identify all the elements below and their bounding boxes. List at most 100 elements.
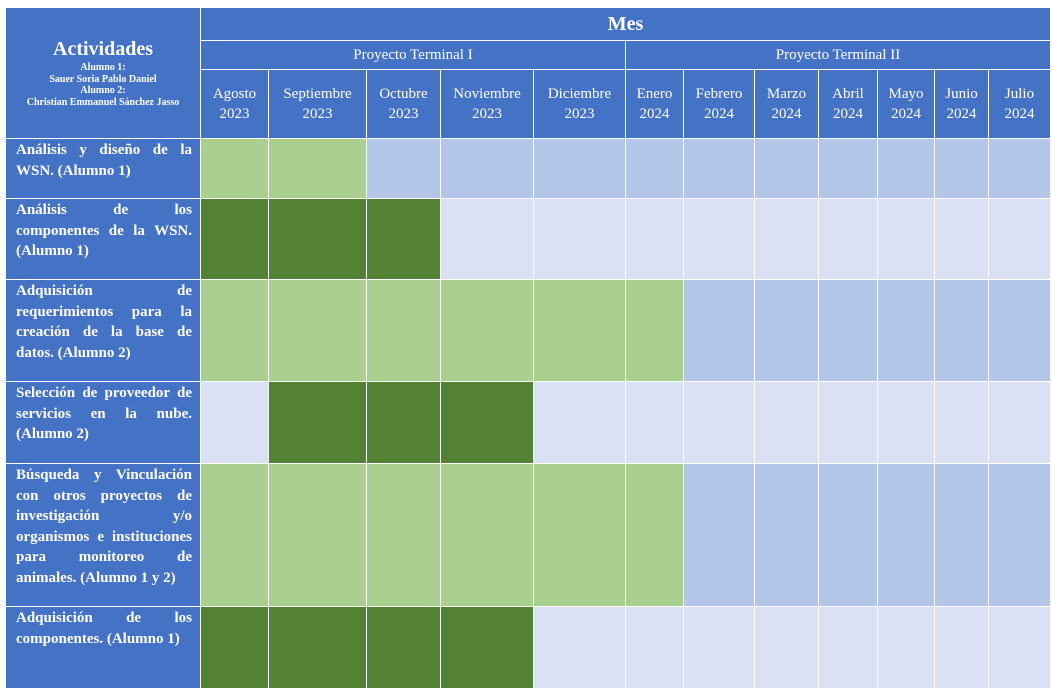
month-name: Noviembre <box>453 86 521 102</box>
schedule-cell-blue <box>684 280 754 381</box>
schedule-cell-blue <box>935 280 988 381</box>
schedule-cell-pale <box>626 199 683 279</box>
schedule-cell-pale <box>755 607 818 688</box>
month-label: Mayo 2024 <box>889 84 924 124</box>
month-cell: Junio 2024 <box>935 70 988 138</box>
schedule-cell-dark <box>201 607 268 688</box>
schedule-cell-pale <box>935 607 988 688</box>
schedule-cell-blue <box>819 139 877 198</box>
month-label: Diciembre 2023 <box>548 84 611 124</box>
schedule-cell-pale <box>819 382 877 463</box>
schedule-cell-pale <box>684 382 754 463</box>
month-year: 2023 <box>302 106 333 122</box>
schedule-cell-blue <box>684 139 754 198</box>
month-year: 2023 <box>219 106 250 122</box>
schedule-cell-light <box>441 280 533 381</box>
schedule-cell-blue <box>441 139 533 198</box>
schedule-cell-light <box>626 280 683 381</box>
schedule-cell-light <box>269 139 366 198</box>
schedule-cell-pale <box>441 199 533 279</box>
schedule-cell-blue <box>367 139 440 198</box>
month-year: 2024 <box>704 106 734 122</box>
month-name: Marzo <box>766 86 807 102</box>
month-cell: Febrero 2024 <box>684 70 754 138</box>
schedule-cell-light <box>201 139 268 198</box>
schedule-cell-blue <box>819 280 877 381</box>
schedule-cell-light <box>269 280 366 381</box>
project-header: Proyecto Terminal II <box>626 41 1050 69</box>
schedule-cell-blue <box>534 139 625 198</box>
month-name: Septiembre <box>283 86 352 102</box>
schedule-cell-pale <box>819 199 877 279</box>
schedule-cell-light <box>367 464 440 606</box>
schedule-cell-dark <box>367 382 440 463</box>
month-name: Julio <box>1004 86 1035 102</box>
schedule-cell-dark <box>367 607 440 688</box>
month-label: Agosto 2023 <box>213 84 256 124</box>
month-year: 2024 <box>946 106 977 122</box>
student-line: Sauer Soria Pablo Daniel <box>49 73 157 85</box>
month-label: Abril 2024 <box>832 84 864 124</box>
schedule-cell-pale <box>935 382 988 463</box>
schedule-cell-pale <box>989 607 1050 688</box>
schedule-cell-blue <box>626 139 683 198</box>
schedule-cell-blue <box>684 464 754 606</box>
schedule-cell-dark <box>269 382 366 463</box>
month-year: 2024 <box>891 106 921 122</box>
schedule-cell-blue <box>935 139 988 198</box>
month-cell: Agosto 2023 <box>201 70 268 138</box>
month-name: Agosto <box>212 86 257 102</box>
month-label: Septiembre 2023 <box>283 84 351 124</box>
month-year: 2023 <box>388 106 419 122</box>
month-cell: Septiembre 2023 <box>269 70 366 138</box>
activities-title: Actividades <box>53 38 153 60</box>
month-year: 2024 <box>639 106 670 122</box>
month-label: Julio 2024 <box>1005 84 1035 124</box>
month-header-label: Mes <box>607 12 644 35</box>
activity-label: Adquisición de los componentes. (Alumno … <box>6 607 200 688</box>
month-cell: Noviembre 2023 <box>441 70 533 138</box>
schedule-cell-blue <box>755 139 818 198</box>
schedule-cell-dark <box>201 199 268 279</box>
month-year: 2023 <box>471 106 502 122</box>
schedule-cell-blue <box>819 464 877 606</box>
schedule-cell-light <box>201 280 268 381</box>
activity-label: Análisis de los componentes de la WSN. (… <box>6 199 200 279</box>
student-line: Christian Emmanuel Sánchez Jasso <box>26 96 180 108</box>
schedule-cell-blue <box>755 464 818 606</box>
schedule-cell-light <box>534 464 625 606</box>
schedule-cell-pale <box>626 607 683 688</box>
schedule-cell-blue <box>878 280 934 381</box>
schedule-cell-light <box>534 280 625 381</box>
month-name: Junio <box>945 86 978 102</box>
schedule-cell-dark <box>441 382 533 463</box>
month-cell: Octubre 2023 <box>367 70 440 138</box>
month-label: Marzo 2024 <box>767 84 806 124</box>
month-cell: Enero 2024 <box>626 70 683 138</box>
gantt-table: Actividades Alumno 1: Sauer Soria Pablo Da… <box>6 8 1051 689</box>
schedule-cell-blue <box>878 139 934 198</box>
schedule-cell-blue <box>878 464 934 606</box>
schedule-cell-pale <box>878 382 934 463</box>
schedule-cell-pale <box>989 199 1050 279</box>
schedule-cell-blue <box>989 280 1050 381</box>
project-label: Proyecto Terminal I <box>353 46 473 63</box>
month-label: Febrero 2024 <box>696 84 743 124</box>
month-year: 2024 <box>832 106 863 122</box>
schedule-cell-pale <box>755 382 818 463</box>
schedule-cell-dark <box>269 607 366 688</box>
month-name: Mayo <box>888 86 924 102</box>
month-year: 2023 <box>564 106 595 122</box>
schedule-cell-light <box>269 464 366 606</box>
month-cell: Mayo 2024 <box>878 70 934 138</box>
activity-label: Análisis y diseño de la WSN. (Alumno 1) <box>6 139 200 198</box>
schedule-cell-light <box>201 464 268 606</box>
month-label: Octubre 2023 <box>379 84 427 124</box>
student-line: Alumno 1: <box>80 62 126 73</box>
schedule-cell-pale <box>755 199 818 279</box>
schedule-cell-pale <box>989 382 1050 463</box>
month-cell: Julio 2024 <box>989 70 1050 138</box>
schedule-cell-dark <box>367 199 440 279</box>
schedule-cell-pale <box>684 607 754 688</box>
month-name: Diciembre <box>547 86 612 102</box>
